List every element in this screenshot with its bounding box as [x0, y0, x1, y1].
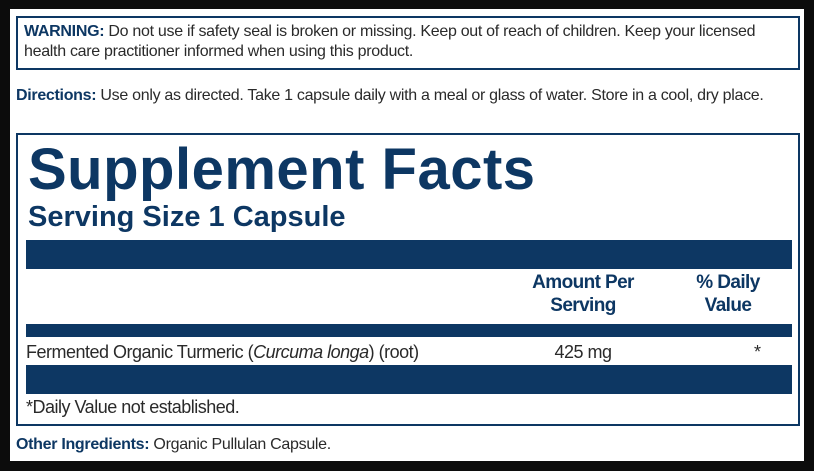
ingredient-dv: *: [754, 342, 761, 362]
divider-bar: [26, 324, 792, 337]
footnote: *Daily Value not established.: [26, 397, 240, 417]
divider-bar: [26, 365, 792, 394]
amount-per-serving-header: Amount Per Serving: [532, 272, 634, 316]
ingredient-name: Fermented Organic Turmeric (Curcuma long…: [26, 342, 419, 362]
ingredient-amount: 425 mg: [554, 342, 612, 362]
serving-size: Serving Size 1 Capsule: [28, 201, 346, 233]
directions: Directions: Use only as directed. Take 1…: [16, 87, 764, 104]
supplement-facts-box: Supplement Facts Serving Size 1 Capsule …: [16, 133, 800, 426]
divider-bar: [26, 240, 792, 269]
daily-value-header: % Daily Value: [696, 272, 760, 316]
other-ingredients: Other Ingredients: Organic Pullulan Caps…: [16, 436, 331, 453]
facts-title: Supplement Facts: [28, 137, 536, 202]
warning-box: WARNING: Do not use if safety seal is br…: [16, 16, 800, 70]
warning-text: WARNING: Do not use if safety seal is br…: [24, 23, 756, 60]
